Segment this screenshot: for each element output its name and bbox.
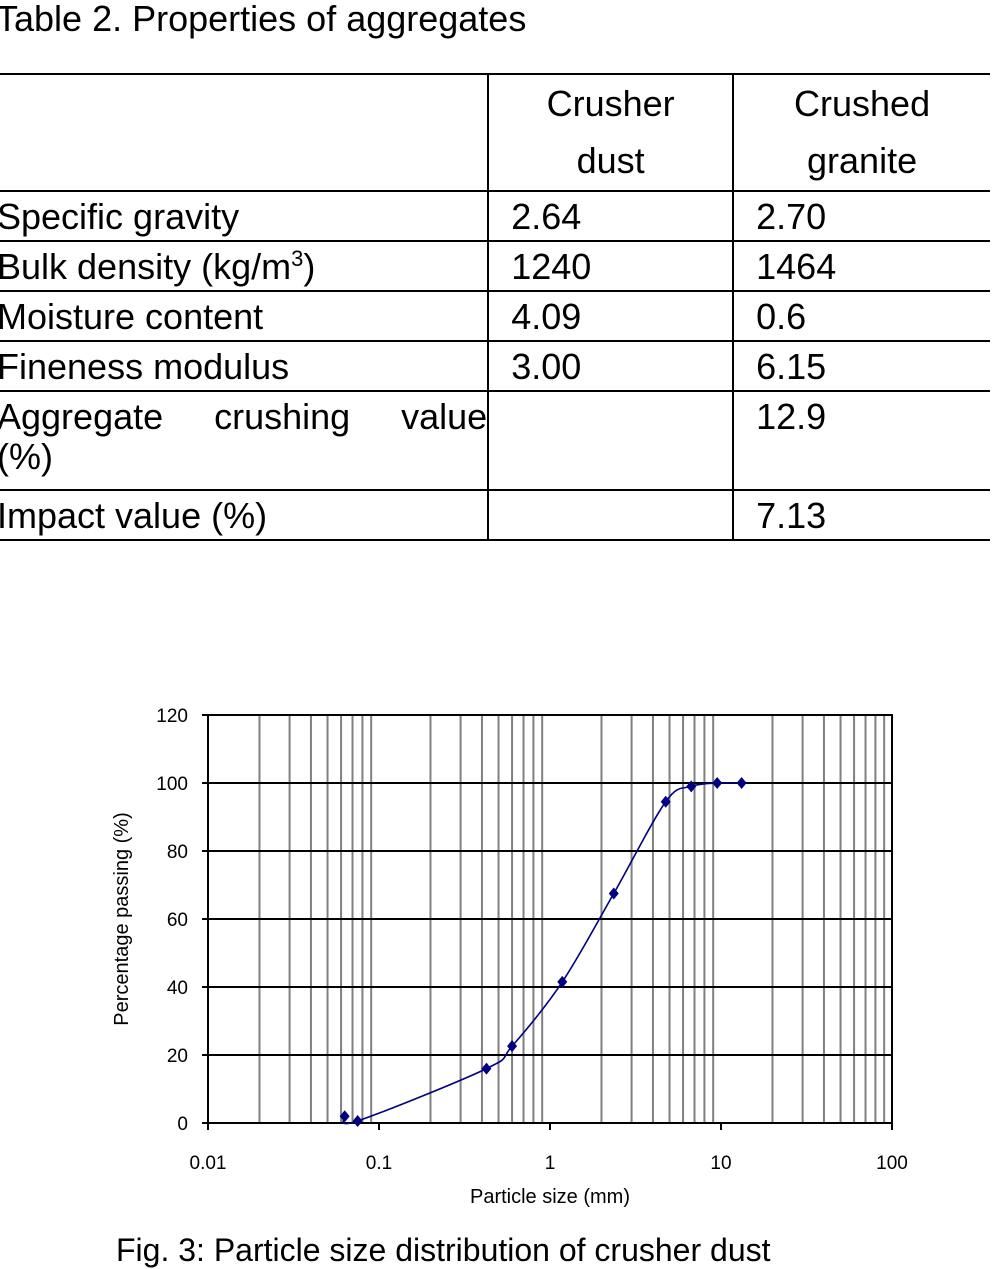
data-point-diamond [736,777,747,789]
x-tick-label: 100 [876,1153,908,1174]
table-title: Table 2. Properties of aggregates [0,0,527,39]
table-row: Bulk density (kg/m3) 1240 1464 [0,240,990,292]
cell-crusher-dust [487,489,734,541]
particle-size-chart: 0 20 40 60 80 100 120 0.01 0.1 1 10 100 Particle si… [111,706,908,1208]
x-axis-label: Particle size (mm) [470,1186,630,1208]
header-crusher-dust: Crusher dust [487,73,734,192]
row-label: Bulk density (kg/m3) [0,240,489,292]
axis-ticks: 0 20 40 60 80 100 120 0.01 0.1 1 10 100 [156,706,908,1174]
cell-crusher-dust: 2.64 [487,190,734,242]
label-text: ) [303,246,316,287]
cell-crushed-granite: 12.9 [732,390,990,491]
data-point-diamond [352,1114,363,1127]
table-row: Impact value (%) 7.13 [0,489,990,541]
row-label: Specific gravity [0,190,489,242]
cell-crushed-granite: 0.6 [732,290,990,342]
cell-crusher-dust: 4.09 [487,290,734,342]
data-point-diamond [481,1062,492,1075]
figure-caption: Fig. 3: Particle size distribution of cr… [116,1232,771,1268]
properties-table: Crusher dust Crushed granite Specific grav… [0,73,990,541]
row-label: Impact value (%) [0,489,489,541]
cell-crushed-granite: 6.15 [732,340,990,392]
x-tick-label: 1 [545,1153,556,1174]
table-row: Aggregate crushing value (%) 12.9 [0,390,990,491]
data-point-diamond [712,777,723,789]
data-point-diamond [339,1110,350,1123]
y-tick-label: 120 [156,706,188,727]
header-line: Crushed [794,83,931,124]
series-line [342,781,742,1125]
header-empty [0,73,489,192]
header-crushed-granite: Crushed granite [732,73,990,192]
y-tick-label: 100 [156,774,188,795]
cell-crusher-dust: 3.00 [487,340,734,392]
y-tick-label: 60 [167,910,188,931]
row-label: Fineness modulus [0,340,489,392]
table-row: Specific gravity 2.64 2.70 [0,190,990,242]
data-point-diamond [660,795,671,808]
table-row: Moisture content 4.09 0.6 [0,290,990,342]
grid [207,714,893,1124]
data-point-diamond [608,887,619,900]
x-tick-label: 0.01 [190,1153,227,1174]
cell-crushed-granite: 1464 [732,240,990,292]
header-line: dust [576,140,645,181]
table-header-row: Crusher dust Crushed granite [0,73,990,192]
y-tick-label: 20 [167,1046,188,1067]
y-tick-label: 0 [177,1114,188,1135]
cell-crusher-dust: 1240 [487,240,734,292]
cell-crushed-granite: 7.13 [732,489,990,541]
data-point-diamond [507,1040,518,1053]
row-label: Moisture content [0,290,489,342]
cell-crushed-granite: 2.70 [732,190,990,242]
x-tick-label: 10 [710,1153,731,1174]
y-axis-label: Percentage passing (%) [111,812,133,1025]
series-points [339,777,747,1127]
superscript: 3 [291,246,304,271]
cell-crusher-dust [487,390,734,491]
header-line: granite [807,140,918,181]
data-point-diamond [557,975,568,988]
table-row: Fineness modulus 3.00 6.15 [0,340,990,392]
y-tick-label: 40 [167,978,188,999]
label-text: Bulk density (kg/m [0,246,292,287]
y-tick-label: 80 [167,842,188,863]
header-line: Crusher [546,83,675,124]
data-point-diamond [686,780,697,793]
x-tick-label: 0.1 [366,1153,392,1174]
row-label: Aggregate crushing value (%) [0,390,489,491]
